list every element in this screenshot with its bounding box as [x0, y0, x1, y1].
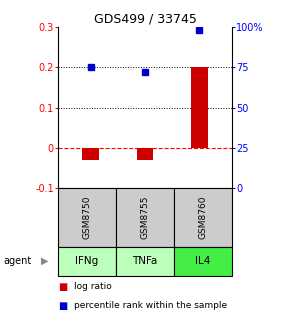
Text: percentile rank within the sample: percentile rank within the sample: [74, 301, 227, 310]
Text: IFNg: IFNg: [75, 256, 99, 266]
Text: ▶: ▶: [41, 256, 49, 266]
Text: TNFa: TNFa: [132, 256, 158, 266]
Bar: [137, 148, 153, 160]
Text: log ratio: log ratio: [74, 282, 112, 291]
Text: GSM8760: GSM8760: [198, 196, 208, 239]
Text: ■: ■: [58, 282, 67, 292]
Text: GSM8750: GSM8750: [82, 196, 92, 239]
Text: agent: agent: [3, 256, 31, 266]
Text: ■: ■: [58, 301, 67, 311]
Bar: [82, 148, 99, 160]
Text: GSM8755: GSM8755: [140, 196, 150, 239]
Bar: [191, 67, 208, 148]
Title: GDS499 / 33745: GDS499 / 33745: [94, 13, 196, 26]
Text: IL4: IL4: [195, 256, 211, 266]
